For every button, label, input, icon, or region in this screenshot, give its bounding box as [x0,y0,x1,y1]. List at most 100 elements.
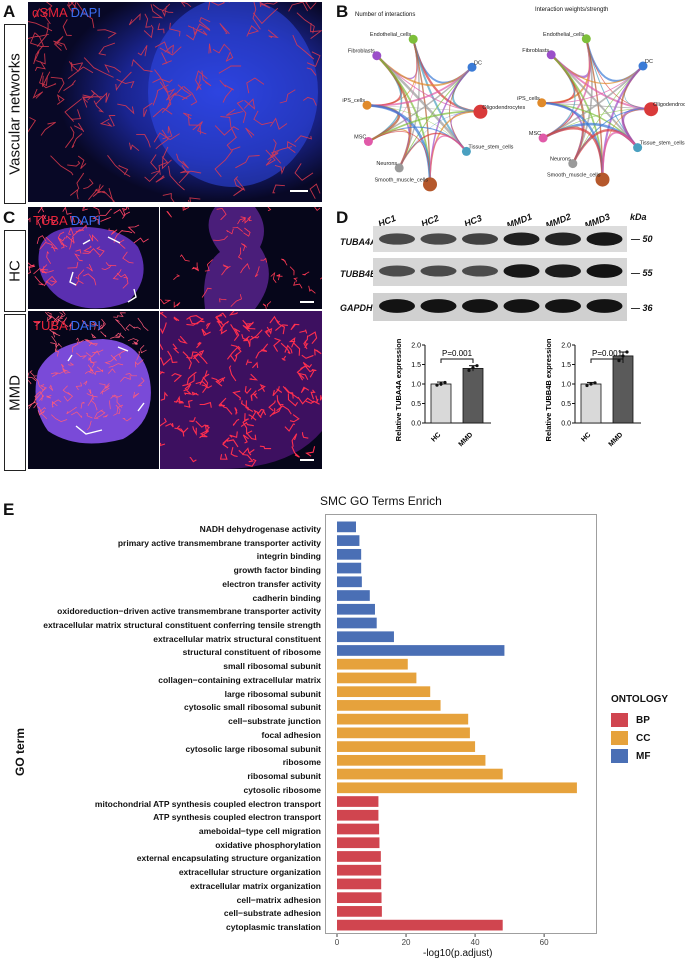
vessel-stroke [132,341,138,346]
go-bar [337,919,503,931]
vessel-stroke [34,61,46,71]
panel-label-c: C [3,208,16,227]
blot-band [462,299,498,313]
vessel-stroke [301,354,314,359]
vessel-stroke [99,208,113,216]
vascular-network-micrograph [28,2,322,202]
vessel-stroke [296,12,315,34]
vessel-stroke [58,237,66,245]
vessel-stroke [309,183,321,199]
go-bar [337,686,431,698]
legend-item-cc: CC [611,729,650,747]
cell-node [423,177,437,192]
vessel-stroke [192,426,197,436]
vessel-stroke [60,242,68,249]
vessel-stroke [122,276,129,289]
go-bar [337,590,370,601]
cell-node-label: Endothelial_cells [370,32,412,38]
vessel-stroke [232,390,242,401]
kda-marker: — 55 [631,268,653,278]
vessel-stroke [103,414,109,418]
vessel-stroke [82,96,103,103]
vessel-stroke [176,425,189,434]
kda-value: 55 [642,268,653,278]
go-bar [337,796,379,807]
stain-blue-label: DAPI [70,318,101,333]
vessel-stroke [267,150,279,161]
vessel-stroke [287,141,297,153]
y-tick-label: 1.5 [561,362,571,369]
interaction-edge [542,54,576,139]
vessel-stroke [274,164,285,175]
x-tick-label: 0 [335,938,340,946]
blot-band [420,299,457,313]
vessel-stroke [253,110,273,126]
vessel-stroke [68,362,75,366]
go-term-label: extracellular matrix structural constitu… [153,633,321,644]
mmd-row-label: MMD [4,314,26,471]
y-tick-label: 1.0 [411,382,421,389]
vessel-stroke [180,2,192,8]
vessel-stroke [294,163,314,181]
vessel-stroke [140,345,147,354]
vessel-stroke [77,217,84,225]
data-point [625,350,629,354]
vessel-stroke [301,432,309,439]
vessel-stroke [230,344,242,357]
vessel-stroke [245,458,257,467]
vessel-stroke [302,271,310,276]
vessel-stroke [93,100,105,113]
go-term-label: ribosome [282,757,321,768]
vessel-stroke [281,258,288,266]
vessel-stroke [70,62,83,72]
vessel-stroke [28,33,49,39]
go-term-label: ATP synthesis coupled electron transport [153,812,321,823]
vessel-stroke [120,375,131,382]
vessel-stroke [246,77,265,94]
vessel-stroke [195,381,209,394]
vessel-stroke [71,133,83,149]
hc-overview-micrograph [28,207,159,309]
vessel-stroke [228,311,238,316]
vessel-stroke [240,216,250,224]
vessel-stroke [319,277,322,280]
vessel-stroke [166,211,172,218]
vessel-stroke [129,142,140,152]
stain-red-label: TUBA [33,318,67,333]
cell-node-label: Smooth_muscle_cells [547,173,601,179]
vessel-stroke [310,389,316,400]
vessel-stroke [157,23,165,34]
x-tick-label: HC [430,431,442,443]
go-bar [337,617,377,629]
vessel-stroke [173,301,181,308]
vessel-stroke [64,98,83,122]
vessel-stroke [300,365,314,373]
vessel-stroke [291,433,298,447]
vessel-stroke [267,207,272,212]
vessel-stroke [306,51,321,67]
vessel-stroke [199,430,208,438]
vessel-stroke [194,262,200,272]
significance-bracket [440,358,474,363]
vessel-stroke [45,236,59,250]
vessel-stroke [34,275,44,286]
vessel-stroke [308,285,316,294]
interaction-edge [601,131,639,180]
go-bar [337,837,380,849]
scale-bar [300,301,314,303]
vessel-stroke [250,390,257,401]
vessel-stroke [47,314,53,322]
vessel-stroke [90,399,98,411]
vessel-stroke [96,366,104,373]
vessel-stroke [32,88,44,99]
vessel-stroke [50,155,74,176]
y-tick-label: 0.5 [411,401,421,408]
vessel-stroke [270,117,288,130]
vessel-stroke [256,409,265,419]
vessel-stroke [259,445,272,450]
vessel-stroke [186,371,197,385]
vessel-stroke [307,331,318,345]
vessel-stroke [249,329,263,347]
go-term-label: cell−substrate adhesion [223,908,321,919]
vessel-stroke [293,277,298,283]
